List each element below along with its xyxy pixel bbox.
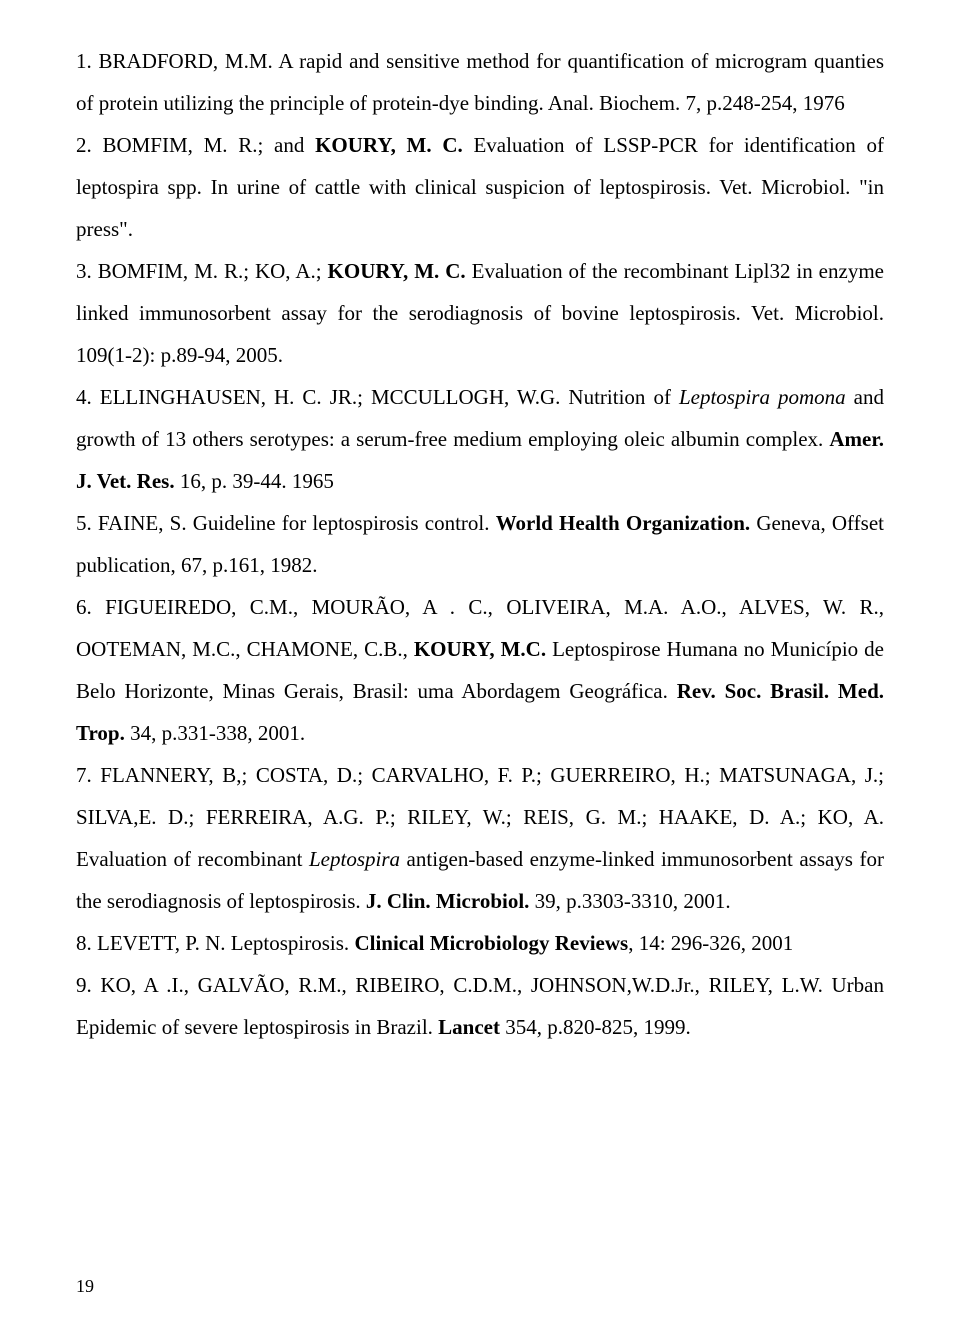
page-number: 19 [76, 1276, 94, 1297]
bold-text: J. Clin. Microbiol. [366, 889, 530, 913]
bold-text: World Health Organization. [496, 511, 750, 535]
italic-text: Leptospira pomona [679, 385, 846, 409]
reference-entry: 4. ELLINGHAUSEN, H. C. JR.; MCCULLOGH, W… [76, 376, 884, 502]
bold-text: Rev. Soc. Brasil. Med. Trop. [76, 679, 884, 745]
references-list: 1. BRADFORD, M.M. A rapid and sensitive … [76, 40, 884, 1048]
reference-entry: 3. BOMFIM, M. R.; KO, A.; KOURY, M. C. E… [76, 250, 884, 376]
reference-entry: 2. BOMFIM, M. R.; and KOURY, M. C. Evalu… [76, 124, 884, 250]
reference-entry: 5. FAINE, S. Guideline for leptospirosis… [76, 502, 884, 586]
reference-entry: 9. KO, A .I., GALVÃO, R.M., RIBEIRO, C.D… [76, 964, 884, 1048]
italic-text: Leptospira [309, 847, 400, 871]
reference-entry: 7. FLANNERY, B,; COSTA, D.; CARVALHO, F.… [76, 754, 884, 922]
bold-text: KOURY, M. C. [328, 259, 466, 283]
bold-text: Lancet [438, 1015, 500, 1039]
reference-entry: 8. LEVETT, P. N. Leptospirosis. Clinical… [76, 922, 884, 964]
page: 1. BRADFORD, M.M. A rapid and sensitive … [0, 0, 960, 1325]
bold-text: Amer. J. Vet. Res. [76, 427, 884, 493]
bold-text: KOURY, M. C. [315, 133, 463, 157]
reference-entry: 1. BRADFORD, M.M. A rapid and sensitive … [76, 40, 884, 124]
bold-text: KOURY, M.C. [414, 637, 546, 661]
bold-text: Clinical Microbiology Reviews [354, 931, 628, 955]
reference-entry: 6. FIGUEIREDO, C.M., MOURÃO, A . C., OLI… [76, 586, 884, 754]
